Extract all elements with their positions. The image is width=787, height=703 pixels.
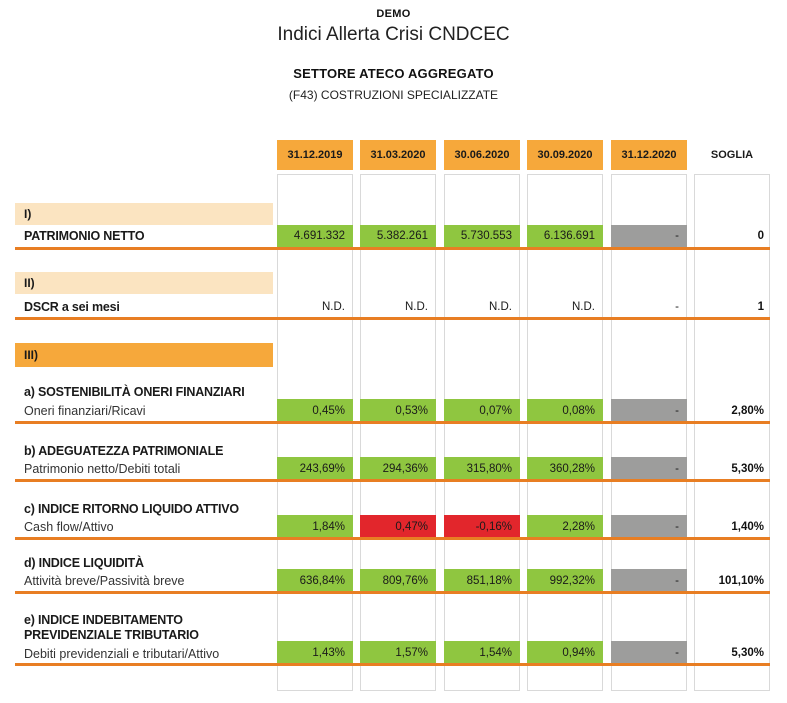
row-sublabel-e: Debiti previdenziali e tributari/Attivo bbox=[24, 647, 220, 661]
value-cell: 636,84% bbox=[277, 569, 353, 593]
column-header-soglia: SOGLIA bbox=[710, 149, 754, 161]
value-cell: 0,53% bbox=[360, 399, 436, 423]
column-header-3: 30.06.2020 bbox=[444, 140, 520, 170]
value-cell: 5.730.553 bbox=[444, 225, 520, 248]
soglia-value: 1 bbox=[757, 301, 764, 313]
value-cell: N.D. bbox=[489, 301, 512, 313]
value-cell: - bbox=[611, 515, 687, 539]
column-box-2 bbox=[360, 174, 436, 691]
value-cell: 4.691.332 bbox=[277, 225, 353, 248]
row-heading-a: a) SOSTENIBILITÀ ONERI FINANZIARI bbox=[24, 385, 245, 399]
value-cell: N.D. bbox=[405, 301, 428, 313]
column-box-3 bbox=[444, 174, 520, 691]
value-cell: - bbox=[611, 399, 687, 423]
row-sublabel-b: Patrimonio netto/Debiti totali bbox=[24, 462, 181, 476]
column-box-5 bbox=[611, 174, 687, 691]
row-separator bbox=[15, 247, 770, 250]
value-cell: 6.136.691 bbox=[527, 225, 603, 248]
row-label-dscr: DSCR a sei mesi bbox=[24, 300, 120, 314]
column-box-soglia bbox=[694, 174, 770, 691]
value-cell: 1,57% bbox=[360, 641, 436, 665]
row-heading-c: c) INDICE RITORNO LIQUIDO ATTIVO bbox=[24, 502, 239, 516]
sector-title: SETTORE ATECO AGGREGATO bbox=[293, 66, 494, 81]
value-cell: 1,54% bbox=[444, 641, 520, 665]
value-cell: 2,28% bbox=[527, 515, 603, 539]
column-header-2: 31.03.2020 bbox=[360, 140, 436, 170]
section-band-3: III) bbox=[15, 343, 273, 367]
value-cell: - bbox=[611, 641, 687, 665]
value-cell: 1,43% bbox=[277, 641, 353, 665]
column-header-1: 31.12.2019 bbox=[277, 140, 353, 170]
value-cell: 851,18% bbox=[444, 569, 520, 593]
value-cell: 243,69% bbox=[277, 457, 353, 481]
demo-badge: DEMO bbox=[376, 8, 411, 20]
soglia-value: 5,30% bbox=[731, 463, 764, 475]
value-cell: - bbox=[611, 569, 687, 593]
value-cell: 992,32% bbox=[527, 569, 603, 593]
value-cell: 0,45% bbox=[277, 399, 353, 423]
column-header-4: 30.09.2020 bbox=[527, 140, 603, 170]
row-heading-d: d) INDICE LIQUIDITÀ bbox=[24, 556, 144, 570]
value-cell: N.D. bbox=[572, 301, 595, 313]
row-separator bbox=[15, 591, 770, 594]
soglia-value: 0 bbox=[757, 230, 764, 242]
column-header-5: 31.12.2020 bbox=[611, 140, 687, 170]
value-cell: 0,08% bbox=[527, 399, 603, 423]
value-cell: 1,84% bbox=[277, 515, 353, 539]
row-separator bbox=[15, 479, 770, 482]
value-cell: 809,76% bbox=[360, 569, 436, 593]
value-cell: - bbox=[611, 225, 687, 248]
value-cell: 294,36% bbox=[360, 457, 436, 481]
value-cell: -0,16% bbox=[444, 515, 520, 539]
row-separator bbox=[15, 537, 770, 540]
row-heading-e: e) INDICE INDEBITAMENTO PREVIDENZIALE TR… bbox=[24, 613, 199, 642]
sector-subtitle: (F43) COSTRUZIONI SPECIALIZZATE bbox=[288, 88, 499, 102]
row-separator bbox=[15, 421, 770, 424]
row-sublabel-c: Cash flow/Attivo bbox=[24, 520, 114, 534]
row-separator bbox=[15, 663, 770, 666]
page-title: Indici Allerta Crisi CNDCEC bbox=[277, 24, 510, 45]
soglia-value: 2,80% bbox=[731, 405, 764, 417]
section-band-1: I) bbox=[15, 203, 273, 225]
value-cell: 5.382.261 bbox=[360, 225, 436, 248]
row-heading-b: b) ADEGUATEZZA PATRIMONIALE bbox=[24, 444, 224, 458]
value-cell: - bbox=[611, 457, 687, 481]
row-sublabel-d: Attività breve/Passività breve bbox=[24, 574, 185, 588]
row-separator bbox=[15, 317, 770, 320]
value-cell: - bbox=[675, 301, 679, 313]
value-cell: 0,47% bbox=[360, 515, 436, 539]
row-label-patrimonio-netto: PATRIMONIO NETTO bbox=[24, 229, 145, 243]
value-cell: N.D. bbox=[322, 301, 345, 313]
value-cell: 0,07% bbox=[444, 399, 520, 423]
soglia-value: 5,30% bbox=[731, 647, 764, 659]
soglia-value: 1,40% bbox=[731, 521, 764, 533]
column-box-1 bbox=[277, 174, 353, 691]
value-cell: 360,28% bbox=[527, 457, 603, 481]
row-sublabel-a: Oneri finanziari/Ricavi bbox=[24, 404, 146, 418]
soglia-value: 101,10% bbox=[718, 575, 764, 587]
section-band-2: II) bbox=[15, 272, 273, 294]
value-cell: 0,94% bbox=[527, 641, 603, 665]
value-cell: 315,80% bbox=[444, 457, 520, 481]
column-box-4 bbox=[527, 174, 603, 691]
